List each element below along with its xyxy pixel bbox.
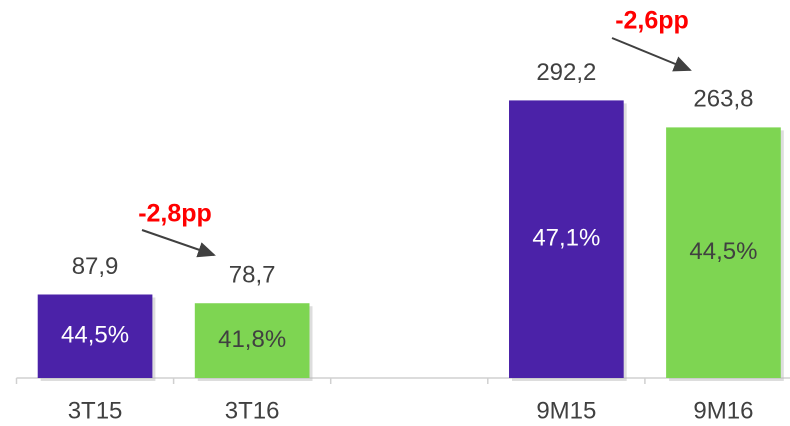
value-label: 263,8 <box>693 86 753 113</box>
inner-label: 44,5% <box>689 238 757 265</box>
arrow <box>611 37 692 72</box>
x-tick-label: 9M16 <box>693 397 753 424</box>
annotation: -2,6pp <box>615 7 689 35</box>
x-tick-label: 9M15 <box>536 397 596 424</box>
x-tick-label: 3T15 <box>68 397 123 424</box>
inner-label: 44,5% <box>61 322 129 349</box>
bar <box>509 100 624 378</box>
value-label: 87,9 <box>72 253 119 280</box>
inner-label: 41,8% <box>218 326 286 353</box>
bar <box>666 127 781 378</box>
bar <box>37 294 153 378</box>
annotation: -2,8pp <box>138 200 212 228</box>
value-label: 292,2 <box>536 59 596 86</box>
arrow <box>141 229 216 258</box>
x-tick-label: 3T16 <box>225 397 280 424</box>
bar <box>194 303 310 378</box>
value-label: 78,7 <box>229 262 276 289</box>
inner-label: 47,1% <box>532 225 600 252</box>
